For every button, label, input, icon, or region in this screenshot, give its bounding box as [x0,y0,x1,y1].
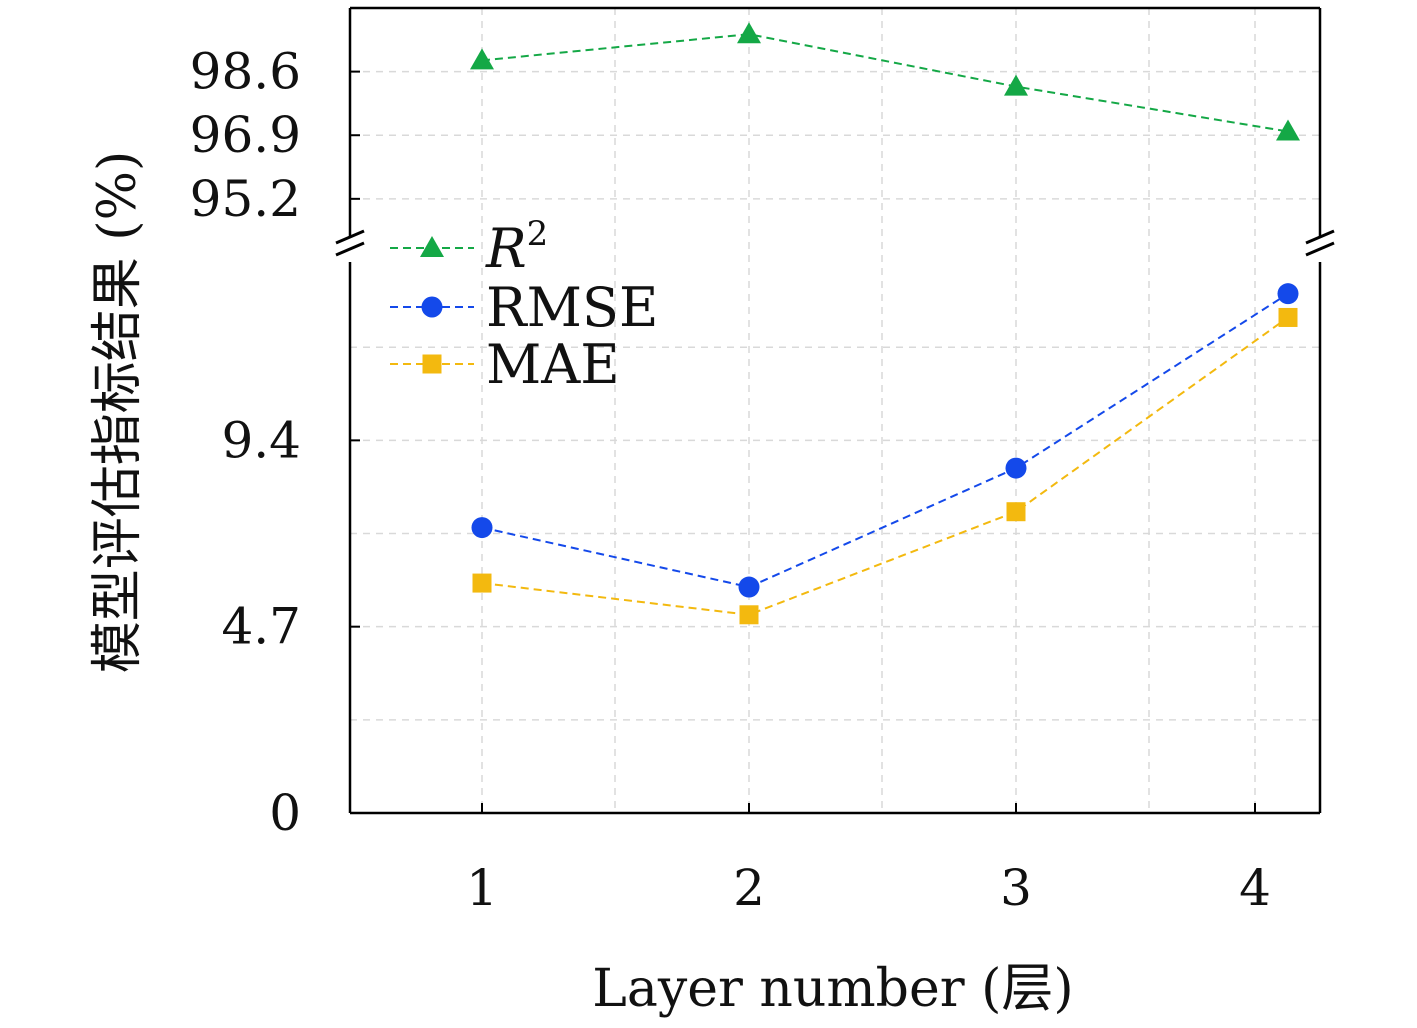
y-tick-label: 4.7 [221,598,301,656]
legend-marker [421,296,443,318]
x-tick-label: 2 [733,859,765,917]
series-mae [472,307,1298,625]
legend-marker [420,236,444,257]
series-line [481,292,1289,589]
legend-entry-r: R2 [390,214,548,280]
y-tick-label: 96.9 [190,106,301,164]
y-tick-label: 98.6 [190,43,301,101]
x-tick-label: 4 [1239,859,1271,917]
data-point [1005,457,1027,479]
y-tick-label: 95.2 [190,170,301,228]
data-point [1278,307,1298,327]
axis-break-mark-right [1305,241,1335,257]
legend-label: R2 [485,214,548,280]
data-point [738,576,760,598]
data-point [1277,283,1299,305]
axis-break-mark-left [335,229,365,245]
series-line [481,33,1289,133]
data-point [472,573,492,593]
grid [350,8,1320,813]
legend-entry-rmse: RMSE [390,276,658,339]
ticks: 95.2 96.998.6 0 4.7 9.4 1 2 3 4 [190,43,1271,917]
x-tick-label: 3 [1000,859,1032,917]
legend-label: RMSE [486,276,658,339]
y-axis-label: 模型评估指标结果 (%) [88,151,148,674]
legend-entry-mae: MAE [390,333,620,396]
x-tick-label: 1 [466,859,498,917]
data-point [1004,74,1028,96]
axes [335,6,1335,815]
data-point [470,48,494,70]
axis-break-mark-right [1305,229,1335,245]
series-rmse [471,283,1299,598]
series [470,22,1300,625]
data-point [471,517,493,539]
series-line [481,316,1289,616]
data-point [1276,119,1300,141]
x-axis-label: Layer number (层) [592,959,1073,1019]
data-point [737,22,761,44]
legend-label: MAE [486,333,620,396]
y-tick-label: 9.4 [221,411,301,469]
data-point [739,605,759,625]
series-r [470,22,1300,141]
legend-marker [422,354,442,374]
data-point [1006,502,1026,522]
y-tick-label: 0 [269,784,301,842]
axis-break-mark-left [335,241,365,257]
